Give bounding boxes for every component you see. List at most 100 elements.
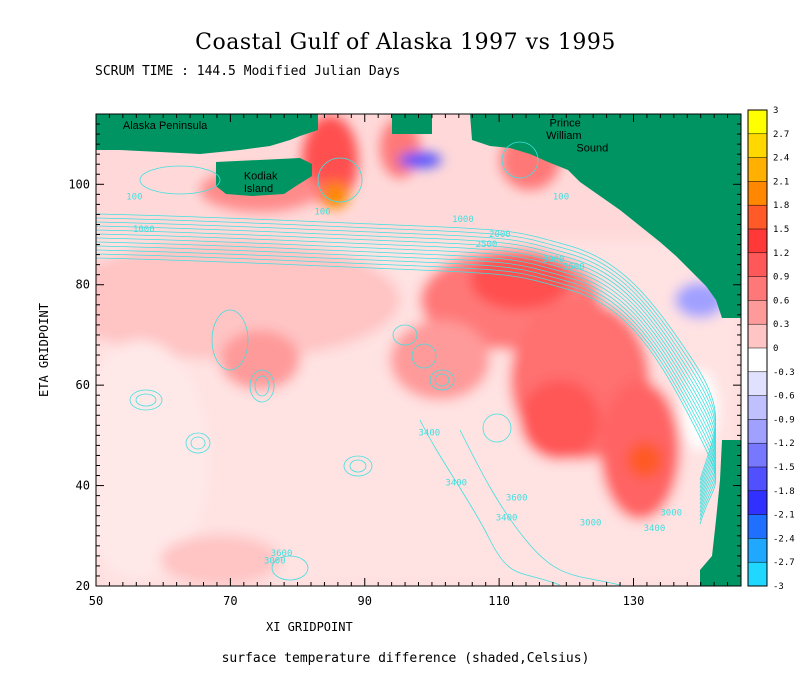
colorbar-label: -1.2 (773, 439, 795, 449)
contour-label: 3000 (543, 255, 565, 265)
land-mask (96, 114, 741, 586)
shelf-contour (96, 225, 717, 493)
contour-label: 1000 (452, 215, 474, 225)
shelf-contour (96, 221, 717, 489)
colorbar-label: -0.9 (773, 415, 795, 425)
y-tick-label: 60 (76, 378, 90, 392)
colorbar-label: -2.7 (773, 558, 795, 568)
x-tick-label: 90 (358, 594, 372, 608)
chart-subtitle: SCRUM TIME : 144.5 Modified Julian Days (95, 64, 401, 79)
colorbar-swatch (748, 157, 767, 182)
colorbar-label: 0.6 (773, 296, 789, 306)
chart-title: Coastal Gulf of Alaska 1997 vs 1995 (195, 30, 616, 55)
colorbar-swatch (748, 395, 767, 420)
contour-label: 3000 (580, 519, 602, 529)
shelf-contour (96, 249, 717, 517)
colorbar-swatch (748, 300, 767, 325)
colorbar-swatch (748, 490, 767, 515)
contour-label: 3400 (644, 524, 666, 534)
contour-label: 100 (126, 192, 142, 202)
contour-label: 1000 (133, 225, 155, 235)
shelf-contour (96, 237, 717, 505)
contour-label: 2000 (489, 230, 511, 240)
contour-label: 100 (314, 207, 330, 217)
shelf-contour (96, 241, 717, 509)
shelf-contour (96, 257, 717, 525)
seamount-contour (482, 413, 512, 443)
contour-label: 100 (553, 192, 569, 202)
seamount-contour (211, 309, 249, 371)
y-tick-label: 20 (76, 579, 90, 593)
colorbar-swatch (748, 538, 767, 563)
y-tick-label: 40 (76, 479, 90, 493)
y-tick-label: 100 (68, 177, 90, 191)
contour-label: 3400 (445, 479, 467, 489)
colorbar-label: 0 (773, 344, 778, 354)
colorbar-label: 2.4 (773, 154, 789, 164)
contour-label: 3000 (264, 556, 286, 566)
colorbar-swatch (748, 562, 767, 586)
colorbar-label: -0.6 (773, 392, 795, 402)
shelf-contour (96, 233, 717, 501)
colorbar-swatch (748, 348, 767, 372)
colorbar-swatch (748, 419, 767, 444)
seamount-contour (411, 343, 437, 369)
colorbar-swatch (748, 276, 767, 301)
seamount-contour (434, 373, 450, 387)
colorbar-label: -0.3 (773, 368, 795, 378)
seamount-contour (271, 555, 309, 581)
shelf-contour (96, 213, 717, 481)
seamount-contour (190, 436, 206, 450)
shelf-contour (96, 253, 717, 521)
deep-contour (419, 419, 561, 586)
y-axis-label: ETA GRIDPOINT (37, 303, 51, 397)
place-label: Prince (550, 118, 581, 130)
seamount-contour (343, 455, 373, 477)
colorbar-label: 1.5 (773, 225, 789, 235)
shelf-contour (96, 245, 717, 513)
colorbar-swatch (748, 205, 767, 229)
contour-label: 2500 (476, 240, 498, 250)
colorbar-swatch (748, 443, 767, 467)
colorbar-swatch (748, 467, 767, 491)
y-axis: 20 40 60 80 100 (68, 113, 741, 593)
colorbar-swatch (748, 181, 767, 206)
colorbar-swatch (748, 371, 767, 396)
contour-label: 3400 (496, 514, 518, 524)
seamount-contour (501, 141, 539, 179)
colorbar-label: 2.1 (773, 177, 789, 187)
colorbar-label: -1.8 (773, 487, 795, 497)
place-label: Kodiak (244, 170, 278, 182)
x-tick-label: 70 (223, 594, 237, 608)
seamount-contour (185, 432, 211, 454)
x-tick-label: 50 (89, 594, 103, 608)
colorbar-swatch (748, 110, 767, 134)
colorbar-label: 1.8 (773, 201, 789, 211)
contour-label: 3600 (271, 549, 293, 559)
bathymetry-contours (96, 141, 717, 586)
x-axis-label: XI GRIDPOINT (266, 620, 353, 634)
place-label: Alaska Peninsula (123, 120, 208, 132)
colorbar-label: 2.7 (773, 130, 789, 140)
seamount-contour (392, 324, 418, 346)
colorbar-label: -2.1 (773, 511, 795, 521)
place-label: Island (244, 183, 273, 195)
seamount-contour (429, 369, 455, 391)
colorbar-swatch (748, 229, 767, 253)
temperature-field (96, 115, 741, 586)
colorbar-label: -3 (773, 582, 784, 592)
x-tick-label: 110 (488, 594, 510, 608)
contour-label: 3600 (563, 263, 585, 273)
seamount-contour (139, 165, 221, 195)
shelf-contour (96, 229, 717, 497)
seamount-contour (249, 369, 275, 403)
colorbar-label: 0.3 (773, 320, 789, 330)
colorbar-label: -2.4 (773, 534, 795, 544)
contour-label: 3400 (419, 428, 441, 438)
seamount-contour (129, 389, 163, 411)
contour-label: 3600 (506, 494, 528, 504)
colorbar-swatch (748, 324, 767, 348)
